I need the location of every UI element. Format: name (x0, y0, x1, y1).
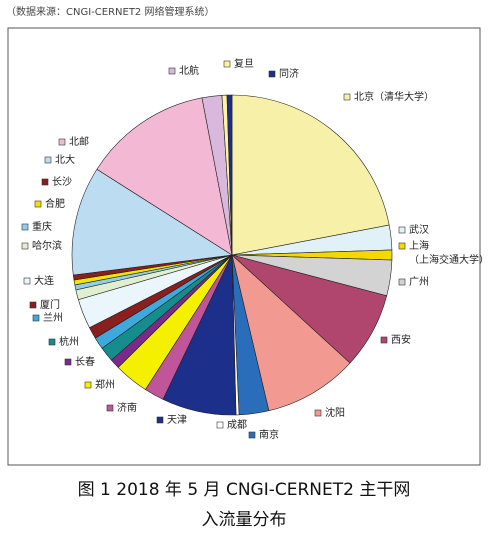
legend-marker (248, 431, 256, 439)
pie-slice (231, 254, 351, 412)
slice-label: 厦门 (40, 298, 60, 311)
slice-label: 兰州 (43, 311, 63, 324)
legend-marker (223, 60, 231, 68)
slice-label: 杭州 (59, 335, 79, 348)
slice-label: 北邮 (69, 135, 89, 148)
legend-marker (398, 242, 406, 250)
legend-marker (48, 338, 56, 346)
legend-marker (343, 93, 351, 101)
legend-marker (398, 278, 406, 286)
legend-marker (398, 226, 406, 234)
slice-label: 复旦 (234, 57, 254, 70)
pie-slice (96, 97, 233, 256)
legend-marker (106, 404, 114, 412)
slice-label: 北京（清华大学） (354, 90, 434, 103)
slice-label: 长春 (75, 356, 95, 368)
slice-label: 合肥 (45, 197, 65, 210)
slice-label: 西安 (391, 333, 411, 346)
slice-label: 广州 (409, 276, 429, 288)
legend-marker (21, 242, 29, 250)
legend-marker (32, 314, 40, 322)
slice-label: 南京 (259, 428, 279, 441)
legend-marker (84, 381, 92, 389)
source-note: （数据来源：CNGI-CERNET2 网络管理系统） (6, 5, 214, 18)
pie-slice (231, 94, 390, 256)
pie-slice (71, 168, 233, 276)
slice-label: 成都 (227, 419, 247, 431)
slice-label: 郑州 (95, 378, 115, 391)
legend-marker (44, 156, 52, 164)
slice-label: 北大 (55, 153, 75, 166)
legend-marker (380, 336, 388, 344)
legend-marker (34, 200, 42, 208)
legend-marker (29, 301, 37, 309)
slice-label: 沈阳 (325, 406, 345, 419)
slice-label: 济南 (117, 401, 137, 414)
chart-frame (7, 27, 481, 466)
slice-label: 大连 (34, 274, 54, 287)
legend-marker (216, 421, 224, 429)
slice-label: 重庆 (32, 220, 52, 233)
slice-label: 长沙 (52, 176, 72, 188)
legend-marker (268, 70, 276, 78)
pie-slice (226, 94, 233, 256)
chart-title: 图 1 2018 年 5 月 CNGI-CERNET2 主干网入流量分布 (78, 480, 411, 530)
legend-marker (168, 67, 176, 75)
legend-marker (23, 277, 31, 285)
legend-marker (58, 138, 66, 146)
legend-marker (64, 358, 72, 366)
slice-label: 北航 (179, 64, 199, 77)
legend-marker (156, 416, 164, 424)
slice-label: 同济 (279, 67, 299, 80)
slice-label: 武汉 (409, 223, 429, 236)
legend-marker (41, 178, 49, 186)
legend-marker (21, 223, 29, 231)
slice-label: 天津 (167, 414, 187, 426)
slice-label: 哈尔滨 (32, 239, 62, 252)
slice-label: 上海（上海交通大学） (409, 239, 488, 266)
legend-marker (314, 409, 322, 417)
